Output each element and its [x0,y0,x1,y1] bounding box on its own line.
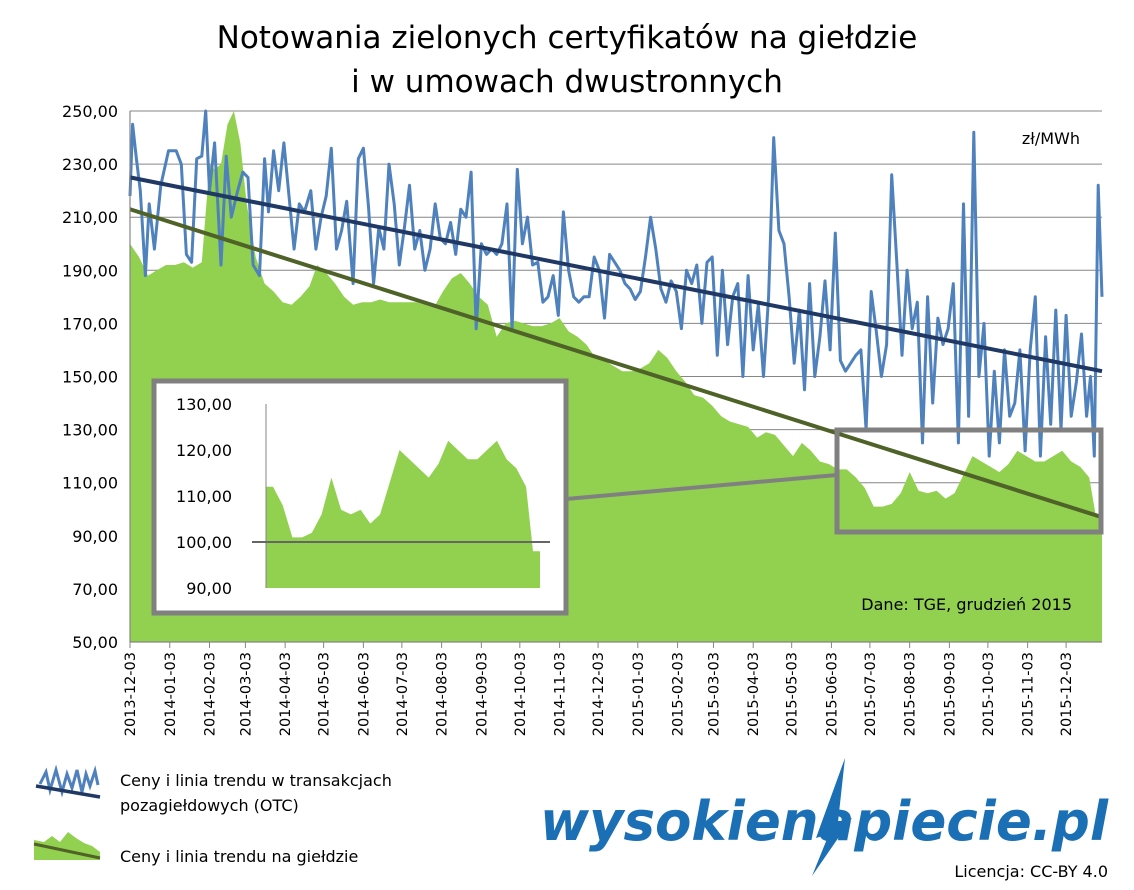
x-tick-label: 2015-04-03 [746,652,762,736]
lightning-bolt-icon [812,758,852,876]
y-tick-label: 110,00 [62,474,118,493]
zoom-highlight-box [834,427,1104,535]
y-tick-label: 170,00 [62,314,118,333]
inset-y-tick-label: 90,00 [186,579,232,598]
x-tick-label: 2014-08-03 [435,652,451,736]
legend-otc-label-line1: Ceny i linia trendu w transakcjach [120,771,392,790]
x-tick-label: 2014-03-03 [238,652,254,736]
y-tick-label: 130,00 [62,421,118,440]
exchange-trend-line [129,207,1103,520]
y-tick-label: 70,00 [72,580,118,599]
x-tick-label: 2014-07-03 [395,652,411,736]
chart-title-line1: Notowania zielonych certyfikatów na gieł… [217,20,918,56]
x-tick-label: 2014-04-03 [278,652,294,736]
brand-logo-text: wysokienapiecie.pl [540,790,1109,853]
unit-label: zł/MWh [1022,129,1080,148]
y-tick-label: 90,00 [72,527,118,546]
inset-y-tick-label: 110,00 [176,487,232,506]
x-tick-label: 2015-03-03 [706,652,722,736]
y-tick-label: 190,00 [62,261,118,280]
legend-exchange-label: Ceny i linia trendu na giełdzie [120,847,358,866]
y-axis: 250,00 230,00 210,00 190,00 170,00 150,00 130,… [62,102,131,652]
otc-trend-line [129,175,1103,374]
x-tick-label: 2014-06-03 [356,652,372,736]
x-tick-label: 2014-09-03 [474,652,490,736]
x-tick-label: 2015-12-03 [1059,652,1075,736]
x-tick-label: 2015-06-03 [824,652,840,736]
legend-otc-label-line2: pozagiełdowych (OTC) [120,796,299,815]
x-tick-label: 2015-02-03 [671,652,687,736]
y-tick-label: 230,00 [62,155,118,174]
legend-otc-trend-swatch [35,784,101,799]
x-tick-label: 2014-12-03 [591,652,607,736]
source-note: Dane: TGE, grudzień 2015 [861,595,1072,614]
x-tick-label: 2015-10-03 [981,652,997,736]
x-tick-label: 2014-10-03 [513,652,529,736]
x-tick-label: 2015-05-03 [785,652,801,736]
legend: Ceny i linia trendu w transakcjach pozag… [33,764,392,866]
y-tick-label: 210,00 [62,208,118,227]
y-tick-label: 150,00 [62,368,118,387]
x-tick-label: 2014-02-03 [203,652,219,736]
x-tick-label: 2015-01-03 [631,652,647,736]
inset-y-tick-label: 120,00 [176,441,232,460]
x-tick-label: 2015-08-03 [903,652,919,736]
inset-y-tick-label: 130,00 [176,395,232,414]
y-tick-label: 50,00 [72,633,118,652]
x-tick-label: 2014-11-03 [553,652,569,736]
x-tick-label: 2013-12-03 [123,652,139,736]
x-tick-label: 2015-11-03 [1021,652,1037,736]
branding: wysokienapiecie.pl Licencja: CC-BY 4.0 [540,758,1109,881]
zoom-connector-line [565,473,838,501]
x-tick-label: 2014-01-03 [163,652,179,736]
x-tick-label: 2015-09-03 [942,652,958,736]
x-tick-label: 2014-05-03 [317,652,333,736]
inset-y-tick-label: 100,00 [176,533,232,552]
license-text: Licencja: CC-BY 4.0 [954,862,1108,881]
y-tick-label: 250,00 [62,102,118,121]
x-axis: 2013-12-03 2014-01-03 2014-02-03 2014-03-03… [123,641,1102,736]
chart-title-line2: i w umowach dwustronnych [351,64,783,100]
inset-chart: 130,00 120,00 110,00 100,00 90,00 [176,395,550,598]
trend-lines [129,175,1103,520]
legend-exchange-trend-swatch [33,842,101,860]
inset-area-path [266,440,540,588]
x-tick-label: 2015-07-03 [863,652,879,736]
